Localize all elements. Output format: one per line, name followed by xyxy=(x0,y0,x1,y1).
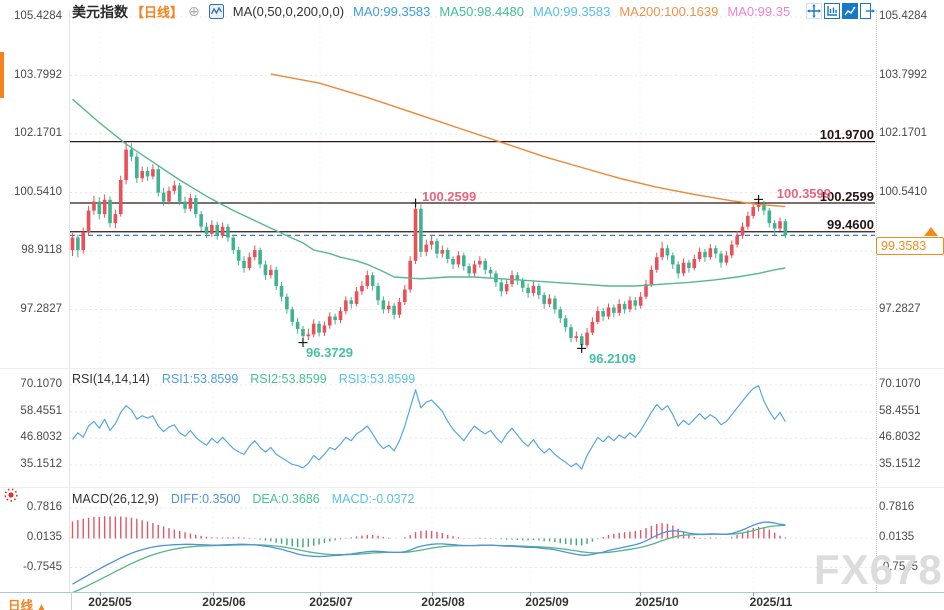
y-axis-label-left: 100.5410 xyxy=(14,185,62,198)
low1-label: 96.3729 xyxy=(306,345,353,360)
resistance-label-2: 100.2599 xyxy=(819,188,874,204)
ma0b-value: MA0:99.3583 xyxy=(532,4,611,19)
y-axis-label-right: 102.1701 xyxy=(879,127,927,139)
watermark: FX678 xyxy=(814,546,943,593)
time-axis-bar xyxy=(0,592,944,610)
date-label: 2025/11 xyxy=(749,595,793,609)
macd-axis-label-right: 0.0135 xyxy=(879,531,915,543)
date-label: 2025/06 xyxy=(202,595,246,609)
current-price-badge: 99.3583 xyxy=(876,237,944,255)
resistance-label-1: 101.9700 xyxy=(819,127,874,142)
date-label: 2025/09 xyxy=(525,595,569,609)
rsi-axis-label-left: 35.1512 xyxy=(20,458,62,470)
rsi-axis-label-left: 58.4551 xyxy=(20,404,62,417)
left-axis-divider xyxy=(69,10,70,592)
period-arrow-icon: ▲ xyxy=(36,602,47,610)
date-tick xyxy=(320,592,321,596)
diff-value: DIFF:0.3500 xyxy=(170,491,241,506)
symbol-title: 美元指数 xyxy=(72,3,128,20)
date-tick xyxy=(640,592,641,596)
date-label: 2025/10 xyxy=(635,595,679,609)
axis-scale-icon[interactable] xyxy=(824,3,840,19)
macd-axis-label-left: -0.7545 xyxy=(22,560,62,573)
pop-out-icon[interactable] xyxy=(860,3,876,19)
rsi2-value: RSI2:53.8599 xyxy=(250,371,327,386)
date-tick xyxy=(100,592,101,596)
left-accent-strip xyxy=(0,52,4,98)
macd-formula: MACD(26,12,9) xyxy=(72,491,159,506)
rsi-header: RSI(14,14,14) RSI1:53.8599 RSI2:53.8599 … xyxy=(72,371,415,386)
date-label: 2025/08 xyxy=(421,595,465,609)
date-tick xyxy=(753,592,754,596)
y-axis-label-left: 105.4284 xyxy=(14,10,62,22)
y-axis-label-right: 103.7992 xyxy=(879,68,927,81)
period-tag[interactable]: 【日线】 xyxy=(131,5,184,20)
ma0-value: MA0:99.3583 xyxy=(353,4,431,19)
rsi3-value: RSI3:53.8599 xyxy=(338,371,416,386)
trend-scale-icon[interactable] xyxy=(842,3,858,19)
rsi-axis-label-right: 46.8032 xyxy=(879,431,921,444)
add-indicator-icon[interactable]: ⊕ xyxy=(188,3,200,19)
dea-value: DEA:0.3686 xyxy=(252,491,320,506)
date-tick xyxy=(530,592,531,596)
rsi-formula: RSI(14,14,14) xyxy=(72,371,150,386)
low2-label: 96.2109 xyxy=(589,351,636,366)
price-up-arrow-icon xyxy=(924,227,938,236)
bottom-bar-divider xyxy=(71,592,72,610)
ma-settings-icon[interactable] xyxy=(208,4,224,19)
chart-header: 美元指数 【日线】 ⊕ MA(0,50,0,200,0,0) MA0:99.35… xyxy=(72,3,790,20)
rsi-axis-label-left: 70.1070 xyxy=(20,378,62,390)
date-label: 2025/05 xyxy=(88,595,132,609)
y-axis-label-right: 97.2827 xyxy=(879,302,921,315)
date-label: 2025/07 xyxy=(309,595,353,609)
macd-axis-label-right: 0.7816 xyxy=(879,501,915,513)
date-tick xyxy=(432,592,433,596)
rsi-axis-label-right: 35.1512 xyxy=(879,458,921,470)
macd-value: MACD:-0.0372 xyxy=(331,491,415,506)
macd-axis-label-left: 0.0135 xyxy=(26,531,62,543)
alert-sun-icon[interactable] xyxy=(3,487,19,503)
panel-separator-rsi xyxy=(0,368,944,369)
rsi-axis-label-left: 46.8032 xyxy=(20,431,62,444)
recent-high-label: 100.3599 xyxy=(776,186,831,201)
y-axis-label-left: 103.7992 xyxy=(14,68,62,81)
ma200-value: MA200:100.1639 xyxy=(619,4,719,19)
mid-high-label: 100.2599 xyxy=(422,189,477,204)
y-axis-label-left: 102.1701 xyxy=(14,127,62,139)
y-axis-label-right: 105.4284 xyxy=(879,10,927,22)
right-axis-divider xyxy=(876,10,877,592)
period-label: 日线 xyxy=(8,599,34,610)
y-axis-label-right: 100.5410 xyxy=(879,185,927,198)
rsi-axis-label-right: 58.4551 xyxy=(879,404,921,417)
chart-toolbar xyxy=(806,3,876,19)
rsi-axis-label-right: 70.1070 xyxy=(879,378,921,390)
macd-header: MACD(26,12,9) DIFF:0.3500 DEA:0.3686 MAC… xyxy=(72,491,414,506)
period-selector[interactable]: 日线 ▲ xyxy=(8,595,46,610)
y-axis-label-left: 97.2827 xyxy=(20,302,62,315)
ma-formula: MA(0,50,0,200,0,0) xyxy=(232,4,345,19)
macd-axis-label-left: 0.7816 xyxy=(26,501,62,513)
y-axis-label-left: 98.9118 xyxy=(21,244,62,256)
move-tool-icon[interactable] xyxy=(806,3,822,19)
ma50-value: MA50:98.4480 xyxy=(439,4,524,19)
rsi1-value: RSI1:53.8599 xyxy=(161,371,239,386)
support-label: 99.4600 xyxy=(827,217,874,232)
date-tick xyxy=(213,592,214,596)
macd-axis-label-right: -0.7545 xyxy=(879,560,919,573)
panel-separator-macd xyxy=(0,487,944,488)
ma0c-value: MA0:99.35 xyxy=(727,4,791,19)
